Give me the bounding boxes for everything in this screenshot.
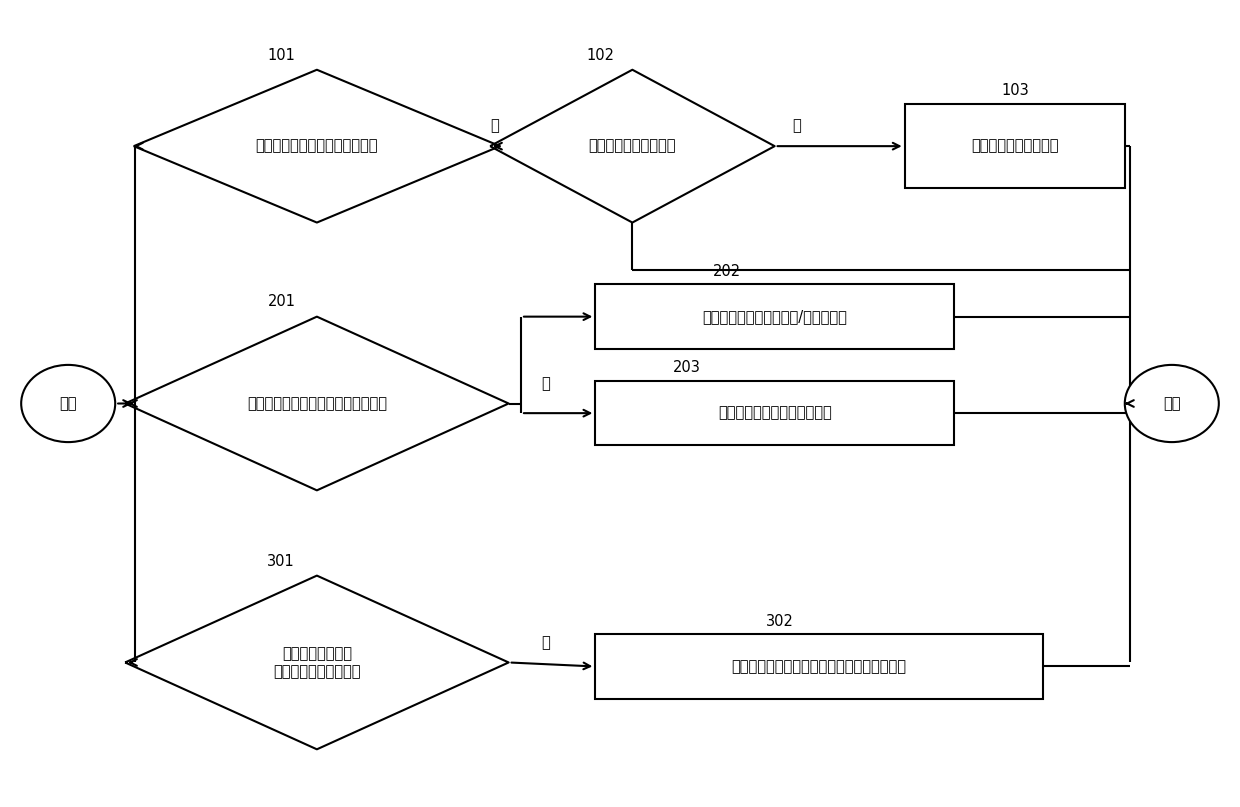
Text: 103: 103	[1001, 83, 1029, 98]
Ellipse shape	[1125, 365, 1219, 442]
Text: 判断燃气设备是否关闭: 判断燃气设备是否关闭	[589, 139, 676, 153]
Text: 开始: 开始	[60, 396, 77, 411]
Bar	[595, 634, 1043, 699]
Bar	[904, 104, 1125, 188]
Text: 否: 否	[792, 119, 801, 133]
Text: 202: 202	[713, 264, 742, 279]
Text: 向指定通讯设备发送提醒信号: 向指定通讯设备发送提醒信号	[718, 406, 832, 420]
Text: 102: 102	[587, 48, 615, 63]
Text: 302: 302	[766, 613, 794, 629]
Text: 判断厨房内的有害气体浓度是否超标: 判断厨房内的有害气体浓度是否超标	[247, 396, 387, 411]
Text: 判断是否接收到指
定家用设备的操作指令: 判断是否接收到指 定家用设备的操作指令	[273, 646, 361, 679]
Bar	[595, 381, 954, 445]
Text: 命令选定家用设备按照所述操作指令实施工作: 命令选定家用设备按照所述操作指令实施工作	[732, 659, 906, 674]
Text: 是: 是	[491, 119, 500, 133]
Text: 203: 203	[673, 361, 701, 375]
Text: 301: 301	[268, 554, 295, 569]
Ellipse shape	[21, 365, 115, 442]
Text: 命令燃气设备自行关闭: 命令燃气设备自行关闭	[971, 139, 1059, 153]
Text: 是: 是	[542, 376, 551, 391]
Text: 201: 201	[268, 295, 295, 309]
Text: 打开厨房内的排风设备和/或电动窗户: 打开厨房内的排风设备和/或电动窗户	[702, 309, 847, 324]
Text: 判断既定用户是否离开目标住所: 判断既定用户是否离开目标住所	[255, 139, 378, 153]
Text: 结束: 结束	[1163, 396, 1180, 411]
Bar	[595, 285, 954, 349]
Text: 101: 101	[268, 48, 295, 63]
Text: 是: 是	[542, 635, 551, 650]
